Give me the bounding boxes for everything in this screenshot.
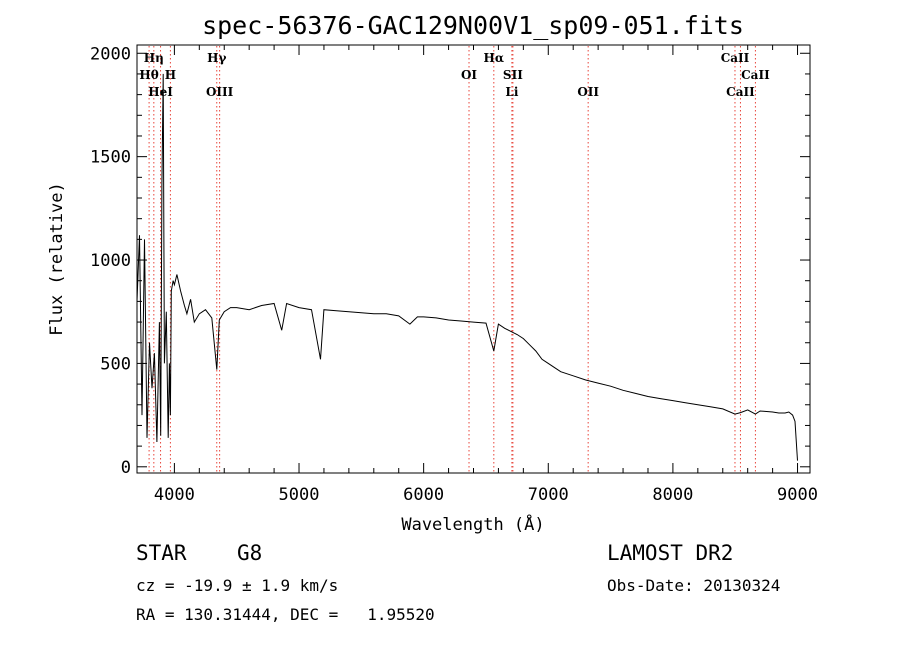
y-tick-label: 1000: [90, 251, 131, 271]
x-tick-label: 6000: [403, 485, 444, 505]
survey-name: LAMOST DR2: [607, 541, 734, 565]
spectrum-line-0: [136, 73, 798, 461]
x-axis-label: Wavelength (Å): [401, 513, 544, 535]
plot-frame: [136, 44, 811, 474]
x-axis: 4000 5000 6000 7000 8000 9000: [154, 45, 818, 505]
line-marker-label: CaII: [741, 68, 770, 82]
x-tick-label: 8000: [652, 485, 693, 505]
y-tick-label: 0: [121, 458, 131, 478]
y-tick-label: 2000: [90, 44, 131, 64]
line-marker-label: CaII: [726, 85, 755, 99]
chart-title: spec-56376-GAC129N00V1_sp09-051.fits: [202, 11, 744, 40]
x-tick-label: 7000: [528, 485, 569, 505]
x-tick-label: 4000: [154, 485, 195, 505]
spectral-line-markers: [148, 46, 756, 472]
line-marker-label: OI: [461, 68, 477, 82]
x-tick-label: 5000: [279, 485, 320, 505]
y-tick-label: 500: [100, 354, 131, 374]
y-tick-label: 1500: [90, 148, 131, 168]
x-tick-label: 9000: [777, 485, 818, 505]
y-axis: 0 500 1000 1500 2000: [90, 44, 810, 478]
spectrum-series: [136, 73, 798, 461]
line-marker-label: Hα: [484, 51, 505, 65]
spectral-subclass: G8: [237, 541, 263, 565]
line-marker-label: OII: [577, 85, 599, 99]
line-marker-label: Hγ: [207, 51, 226, 65]
y-axis-label: Flux (relative): [47, 182, 67, 336]
observation-date: Obs-Date: 20130324: [607, 576, 781, 595]
line-marker-label: SII: [503, 68, 523, 82]
line-marker-label: Hη: [144, 51, 164, 65]
spectral-line-labels: Hη Hθ H HeI Hγ OIII OI Hα SII Li OII CaII CaII CaII: [139, 51, 770, 99]
object-class: STAR: [136, 541, 187, 565]
redshift-value: cz = -19.9 ± 1.9 km/s: [136, 576, 339, 595]
line-marker-label: HeI: [148, 85, 173, 99]
line-marker-label: H: [165, 68, 176, 82]
coordinates: RA = 130.31444, DEC = 1.95520: [136, 605, 435, 624]
line-marker-label: Hθ: [139, 68, 158, 82]
line-marker-label: CaII: [721, 51, 750, 65]
line-marker-label: OIII: [206, 85, 234, 99]
line-marker-label: Li: [505, 85, 518, 99]
